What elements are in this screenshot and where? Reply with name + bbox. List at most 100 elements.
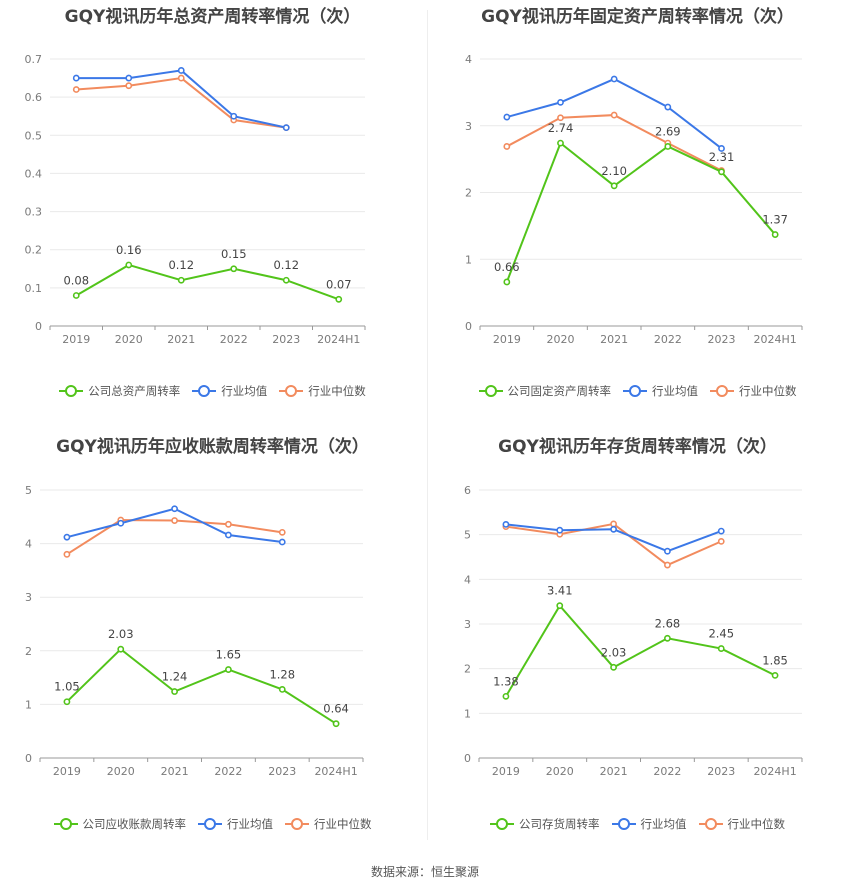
data-point-company: [177, 276, 185, 284]
legend-item-industry_avg[interactable]: 行业均值: [611, 816, 687, 832]
y-tick-label: 2: [25, 645, 32, 658]
data-source-note: 数据来源：恒生聚源: [370, 865, 479, 879]
chart-plot: 0 1 2 3 4 5 2019 2020 2021 2022 2023 2024H1 1.05 2.03…: [25, 484, 364, 778]
legend-item-company[interactable]: 公司固定资产周转率: [478, 383, 611, 399]
y-tick-label: 1: [465, 253, 472, 266]
data-label: 2.31: [709, 150, 735, 164]
y-tick-label: 6: [464, 484, 471, 497]
data-label: 0.12: [273, 258, 299, 272]
data-point-industry_avg: [125, 74, 133, 82]
x-tick-label: 2021: [161, 765, 189, 778]
legend-marker-icon: [611, 818, 636, 830]
x-tick-label: 2021: [167, 333, 195, 346]
series-line-company: [505, 141, 776, 283]
y-tick-label: 0: [25, 752, 32, 765]
legend-item-industry_median[interactable]: 行业中位数: [710, 383, 797, 399]
y-tick-label: 3: [465, 120, 472, 133]
data-point-industry_avg: [72, 74, 80, 82]
data-label: 2.68: [655, 616, 681, 630]
data-point-industry_avg: [503, 113, 511, 121]
chart-title: GQY视讯历年应收账款周转率情况（次）: [56, 437, 369, 457]
data-label: 2.03: [601, 645, 627, 659]
data-point-company: [225, 666, 232, 673]
data-point-industry_avg: [610, 75, 618, 83]
data-point-company: [771, 671, 779, 679]
legend-label: 公司总资产周转率: [88, 384, 181, 398]
data-point-industry_median: [225, 520, 232, 528]
data-label: 0.15: [221, 247, 247, 261]
chart-panel-inventory-turnover: GQY视讯历年存货周转率情况（次） 0 1 2 3 4 5 6 2019 2020 2021 202…: [425, 430, 850, 860]
x-tick-label: 2020: [547, 333, 575, 346]
data-label: 0.16: [116, 243, 142, 257]
legend-item-industry_median[interactable]: 行业中位数: [279, 383, 366, 399]
x-tick-label: 2022: [653, 765, 681, 778]
data-point-industry_median: [610, 520, 617, 528]
data-point-industry_median: [177, 74, 185, 82]
legend-item-company[interactable]: 公司总资产周转率: [59, 383, 180, 399]
chart-title: GQY视讯历年总资产周转率情况（次）: [64, 7, 361, 27]
data-label: 1.37: [762, 213, 788, 227]
chart-plot: 0 0.1 0.2 0.3 0.4 0.5 0.6 0.7 2019 2020 2021 2022 20…: [25, 53, 366, 346]
y-tick-label: 0.6: [25, 91, 43, 104]
legend-marker-icon: [710, 385, 734, 397]
chart-title: GQY视讯历年固定资产周转率情况（次）: [481, 7, 794, 27]
x-tick-label: 2020: [115, 333, 143, 346]
x-tick-label: 2023: [707, 765, 735, 778]
data-label: 1.38: [493, 674, 519, 688]
data-point-industry_avg: [230, 112, 238, 120]
x-tick-label: 2019: [492, 765, 520, 778]
y-tick-label: 1: [25, 698, 32, 711]
legend-label: 行业均值: [640, 817, 687, 831]
x-tick-label: 2023: [268, 765, 296, 778]
data-point-company: [230, 265, 238, 273]
data-point-company: [171, 688, 178, 695]
y-tick-label: 0.3: [25, 206, 43, 219]
data-point-company: [610, 182, 618, 190]
data-point-company: [771, 231, 779, 238]
legend-item-company[interactable]: 公司应收账款周转率: [53, 816, 187, 832]
data-label: 1.28: [269, 667, 295, 681]
data-point-industry_avg: [225, 531, 232, 539]
data-label: 0.07: [326, 277, 352, 291]
data-label: 0.12: [168, 258, 194, 272]
chart-plot: 0 1 2 3 4 2019 2020 2021 2022 2023 2024H1 0.66 2.74 2…: [465, 53, 803, 346]
legend-label: 公司应收账款周转率: [82, 817, 187, 831]
legend-item-industry_avg[interactable]: 行业均值: [192, 383, 267, 399]
data-label: 2.10: [601, 164, 627, 178]
data-point-company: [63, 698, 71, 706]
panel-divider: [427, 10, 428, 840]
data-point-industry_median: [72, 86, 80, 93]
legend-item-industry_median[interactable]: 行业中位数: [698, 816, 786, 832]
y-tick-label: 4: [25, 538, 32, 551]
legend-marker-icon: [53, 818, 78, 830]
data-point-company: [335, 295, 343, 303]
x-tick-label: 2019: [53, 765, 81, 778]
chart-panel-receivables-turnover: GQY视讯历年应收账款周转率情况（次） 0 1 2 3 4 5 2019 2020 2021 20…: [0, 430, 425, 860]
y-tick-label: 0.1: [25, 282, 43, 295]
legend-item-industry_avg[interactable]: 行业均值: [198, 816, 273, 832]
legend-item-company[interactable]: 公司存货周转率: [490, 816, 600, 832]
y-tick-label: 0.2: [25, 244, 43, 257]
x-tick-label: 2020: [107, 765, 135, 778]
series-line-industry_avg: [66, 507, 283, 543]
legend-marker-icon: [192, 385, 217, 397]
legend-label: 公司存货周转率: [519, 817, 600, 831]
legend-item-industry_avg[interactable]: 行业均值: [623, 383, 698, 399]
data-point-industry_avg: [664, 547, 671, 555]
legend-label: 行业中位数: [727, 817, 786, 831]
legend-marker-icon: [698, 818, 723, 830]
y-tick-label: 2: [464, 663, 471, 676]
legend-item-industry_median[interactable]: 行业中位数: [285, 816, 372, 832]
legend-label: 行业均值: [652, 384, 698, 398]
y-tick-label: 5: [25, 484, 32, 497]
chart-legend: 公司总资产周转率 行业均值 行业中位数: [0, 383, 425, 399]
data-point-company: [117, 645, 125, 653]
chart-plot: 0 1 2 3 4 5 6 2019 2020 2021 2022 2023 2024H1 1.38 3.4…: [464, 484, 803, 778]
x-tick-label: 2019: [493, 333, 521, 346]
data-point-company: [718, 168, 725, 176]
data-label: 1.05: [54, 680, 80, 694]
series-line-company: [66, 647, 337, 725]
series-line-company: [505, 603, 776, 697]
x-tick-label: 2020: [546, 765, 574, 778]
x-tick-label: 2021: [600, 333, 628, 346]
